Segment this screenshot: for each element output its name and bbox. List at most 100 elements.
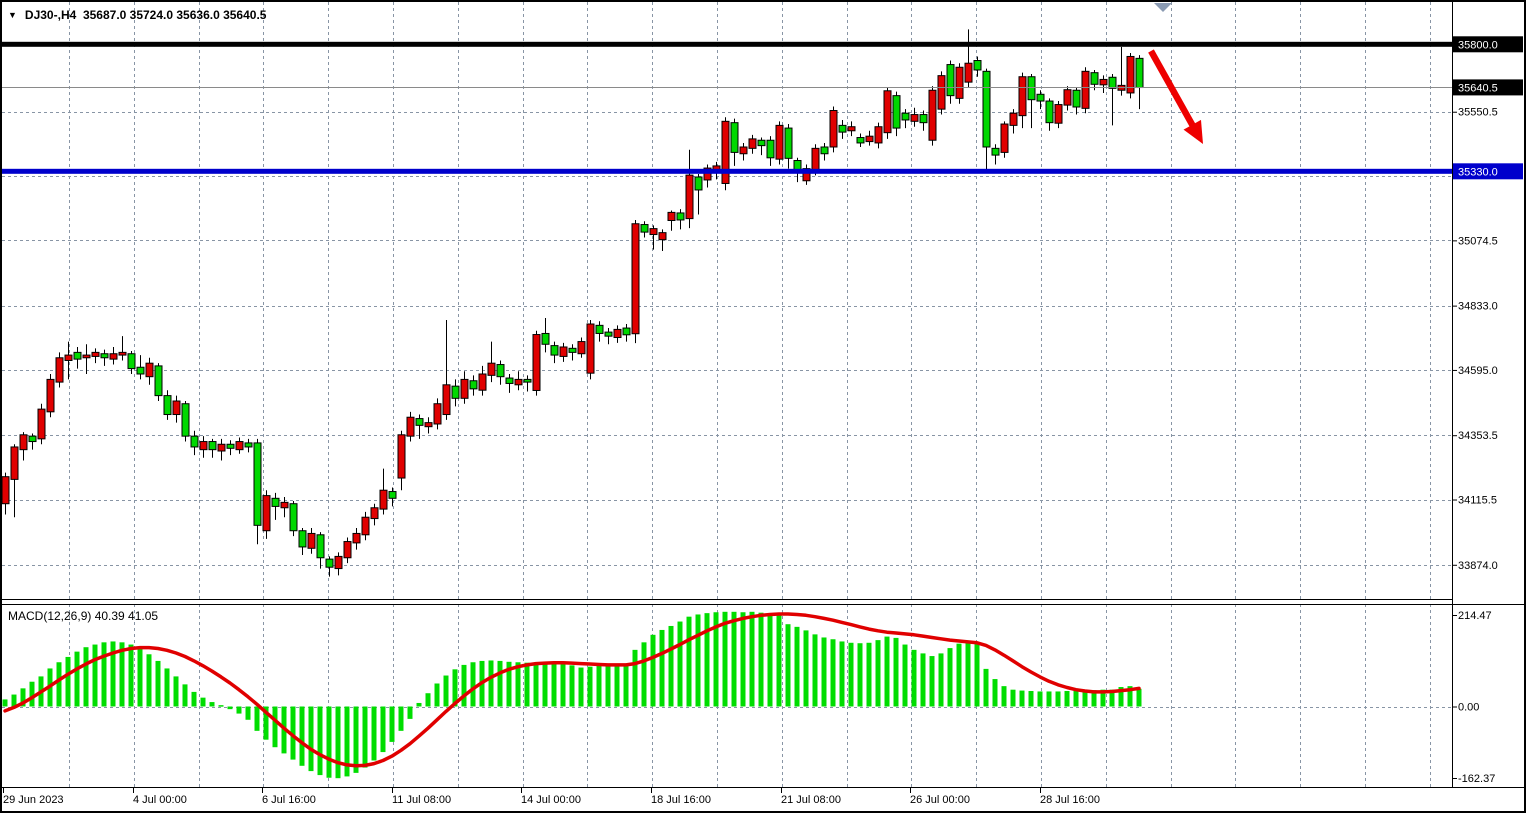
macd-bar <box>587 666 593 707</box>
macd-bar <box>146 654 152 707</box>
macd-bar <box>893 637 899 707</box>
candle-body <box>964 62 973 83</box>
candle-body <box>244 442 253 448</box>
candle-body <box>1072 89 1081 108</box>
candle-body <box>406 416 415 437</box>
price-axis-label: 35550.5 <box>1458 107 1498 119</box>
chart-title-text: DJ30-,H4 35687.0 35724.0 35636.0 35640.5 <box>24 8 267 22</box>
candle-body <box>460 378 469 399</box>
candle-body <box>172 400 181 416</box>
candle-body <box>1090 72 1099 85</box>
candle-body <box>253 442 262 526</box>
support-line[interactable] <box>2 168 1452 174</box>
candle-body <box>856 137 865 144</box>
macd-bar <box>884 636 890 707</box>
macd-signal-line[interactable] <box>3 612 1141 768</box>
candle-body <box>1054 104 1063 124</box>
candle-body <box>127 353 136 370</box>
macd-bar <box>740 612 746 707</box>
macd-bar <box>947 648 953 707</box>
price-tag-bg <box>1453 36 1523 53</box>
price-tag-label: 35800.0 <box>1458 39 1498 51</box>
macd-bar <box>1136 688 1142 707</box>
trend-arrow-shaft[interactable] <box>1148 49 1198 130</box>
candle-body <box>487 362 496 376</box>
candle-body <box>37 408 46 440</box>
candle-body <box>928 89 937 141</box>
candle-body <box>118 351 127 356</box>
macd-bar <box>353 706 359 773</box>
macd-bar <box>29 681 35 707</box>
candle-body <box>235 441 244 451</box>
macd-bar <box>20 688 26 707</box>
macd-bar <box>263 706 269 740</box>
macd-axis-label: -162.37 <box>1458 773 1495 785</box>
macd-bar <box>101 642 107 707</box>
price-axis-label: 34595.0 <box>1458 365 1498 377</box>
time-axis-label: 11 Jul 08:00 <box>392 794 451 806</box>
time-axis-label: 26 Jul 00:00 <box>910 794 970 806</box>
candle-body <box>352 532 361 544</box>
candle-body <box>901 112 910 121</box>
macd-bar <box>866 642 872 707</box>
macd-bar <box>497 660 503 707</box>
trend-arrow-head[interactable] <box>1183 119 1203 144</box>
candle-body <box>199 441 208 451</box>
trend-arrow[interactable] <box>1148 49 1203 144</box>
candle-body <box>541 332 550 345</box>
price-axis-label: 35074.5 <box>1458 235 1498 247</box>
candle-body <box>136 366 145 375</box>
macd-bar <box>317 706 323 776</box>
candle-body <box>442 384 451 416</box>
macd-bar <box>704 613 710 707</box>
time-axis-label: 28 Jul 16:00 <box>1040 794 1100 806</box>
macd-bar <box>371 706 377 761</box>
candle-body <box>685 174 694 220</box>
macd-bar <box>218 705 224 707</box>
macd-bar <box>938 653 944 707</box>
candle-body <box>532 334 541 391</box>
candle-body <box>802 168 811 182</box>
price-axis[interactable]: 35550.5 35074.5 34833.0 34595.0 34353.5 34115… <box>1452 36 1523 572</box>
candle-body <box>946 64 955 97</box>
scroll-end-marker-icon[interactable] <box>1154 3 1172 12</box>
symbol-dropdown-icon[interactable]: ▼ <box>8 10 17 20</box>
candle-body <box>424 422 433 428</box>
candle-body <box>1036 93 1045 102</box>
macd-bar <box>1127 686 1133 707</box>
candle-body <box>1000 123 1009 153</box>
macd-bar <box>1100 689 1106 707</box>
candle-body <box>829 110 838 148</box>
candle-body <box>955 66 964 99</box>
time-axis-label: 29 Jun 2023 <box>3 794 64 806</box>
macd-bar <box>848 642 854 707</box>
candle-body <box>361 516 370 536</box>
macd-bar <box>965 641 971 707</box>
macd-axis[interactable]: 214.47 0.00 -162.37 <box>1452 610 1495 785</box>
candle-body <box>694 176 703 191</box>
macd-bar <box>776 613 782 707</box>
candle-body <box>154 365 163 397</box>
time-axis-label: 4 Jul 00:00 <box>133 794 187 806</box>
candle-body <box>784 127 793 159</box>
time-axis[interactable]: 29 Jun 2023 4 Jul 00:00 6 Jul 16:00 11 Jul … <box>3 788 1100 806</box>
candle-body <box>910 114 919 122</box>
macd-bar <box>803 630 809 707</box>
macd-bar <box>758 612 764 707</box>
candle-body <box>451 385 460 399</box>
macd-bar <box>290 706 296 760</box>
macd-bar <box>632 649 638 707</box>
time-axis-label: 14 Jul 00:00 <box>521 794 581 806</box>
candle-body <box>307 532 316 549</box>
macd-bar <box>470 662 476 707</box>
macd-bar <box>542 663 548 707</box>
candle-body <box>640 224 649 233</box>
candle-body <box>568 347 577 353</box>
macd-bar <box>182 684 188 707</box>
candle-body <box>820 146 829 155</box>
resistance-line[interactable] <box>2 41 1452 47</box>
candle-body <box>739 146 748 155</box>
candle-body <box>469 380 478 390</box>
candle-body <box>1135 57 1144 89</box>
